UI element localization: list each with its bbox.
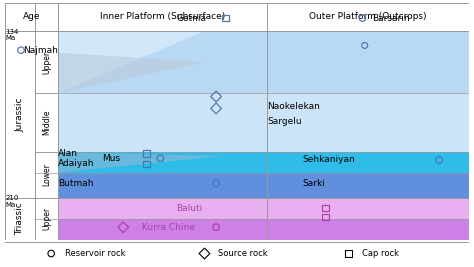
Text: Cap rock: Cap rock — [363, 249, 400, 258]
Text: Upper: Upper — [42, 50, 51, 74]
Point — [156, 156, 164, 160]
Bar — [58, 152, 469, 172]
Text: Najmah: Najmah — [23, 46, 58, 55]
Point — [17, 48, 25, 52]
Text: Jurassic: Jurassic — [15, 97, 24, 132]
Bar — [58, 198, 469, 219]
Text: Baluti: Baluti — [177, 204, 203, 213]
Point — [435, 158, 443, 162]
Text: Sehkaniyan: Sehkaniyan — [302, 155, 355, 164]
Bar — [58, 219, 469, 240]
Polygon shape — [58, 3, 272, 93]
Bar — [5, 3, 469, 31]
Bar — [5, 31, 58, 240]
Text: Sargelu: Sargelu — [267, 117, 302, 126]
Polygon shape — [58, 53, 206, 93]
Point — [47, 252, 55, 256]
Text: Lower: Lower — [42, 163, 51, 186]
Text: Upper: Upper — [42, 207, 51, 230]
Text: Source rock: Source rock — [219, 249, 268, 258]
Point — [143, 162, 150, 166]
Text: Mus: Mus — [102, 154, 120, 163]
Text: Gotnia: Gotnia — [177, 14, 207, 23]
Text: Inner Platform (Subsurface): Inner Platform (Subsurface) — [100, 13, 225, 21]
Text: Sarki: Sarki — [302, 179, 325, 188]
Point — [212, 106, 220, 111]
Text: Butmah: Butmah — [58, 179, 94, 188]
Point — [212, 95, 220, 99]
Point — [143, 151, 150, 156]
Text: Alan: Alan — [58, 149, 78, 158]
Text: Naokelekan: Naokelekan — [267, 101, 320, 111]
Point — [212, 225, 220, 229]
Bar — [58, 93, 469, 152]
Text: Age: Age — [23, 13, 40, 21]
Point — [321, 206, 329, 210]
Point — [221, 16, 229, 20]
Text: 134
Ma: 134 Ma — [6, 29, 19, 41]
Bar — [58, 172, 469, 198]
Text: Middle: Middle — [42, 110, 51, 135]
Bar — [58, 3, 469, 93]
Point — [201, 252, 208, 256]
Text: Triassic: Triassic — [15, 203, 24, 235]
Polygon shape — [58, 152, 223, 172]
Text: Reservoir rock: Reservoir rock — [65, 249, 126, 258]
Text: Kurra Chine: Kurra Chine — [142, 223, 195, 232]
Text: Adaiyah: Adaiyah — [58, 159, 95, 168]
Text: 210
Ma: 210 Ma — [6, 195, 19, 208]
Point — [321, 215, 329, 219]
Point — [345, 252, 352, 256]
Text: Barsarin: Barsarin — [372, 14, 410, 23]
Point — [119, 225, 127, 229]
Point — [212, 181, 220, 185]
Point — [359, 16, 366, 20]
Point — [361, 43, 369, 48]
Text: Outer Platform (Outcrops): Outer Platform (Outcrops) — [310, 13, 427, 21]
